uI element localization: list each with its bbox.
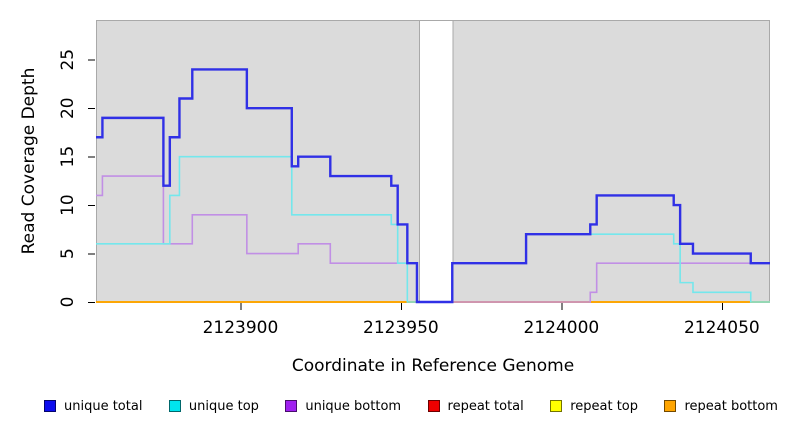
- legend-swatch-repeat-total: [427, 400, 440, 412]
- legend-swatch-repeat-bottom: [664, 400, 677, 412]
- coverage-plot: 2123900 2123950 2124000 2124050 0 5 10 15 20 25 C…: [19, 20, 770, 376]
- legend-item-unique-total: unique total: [44, 399, 142, 414]
- y-tick-label: 15: [58, 146, 78, 168]
- legend-label: unique top: [188, 398, 259, 414]
- y-tick-label: 25: [58, 49, 78, 71]
- panel-region: [452, 20, 770, 303]
- legend-label: unique bottom: [305, 398, 402, 414]
- legend-swatch-repeat-top: [550, 400, 563, 412]
- legend-label: repeat total: [447, 398, 524, 414]
- series-line-unique-total: [96, 68, 770, 304]
- legend-label: repeat bottom: [684, 398, 778, 414]
- x-tick-label: 2123900: [203, 318, 279, 338]
- x-axis-title: Coordinate in Reference Genome: [292, 356, 574, 376]
- series-line-unique-bottom: [96, 175, 770, 303]
- x-tick-label: 2123950: [363, 318, 439, 338]
- y-tick-label: 0: [58, 297, 78, 308]
- legend-swatch-unique-top: [168, 400, 181, 412]
- legend-item-unique-top: unique top: [168, 398, 259, 414]
- legend-swatch-unique-total: [44, 400, 56, 412]
- legend-item-repeat-total: repeat total: [427, 398, 524, 414]
- legend: unique total unique top unique bottom repea…: [44, 395, 778, 417]
- legend-label: repeat top: [570, 398, 638, 414]
- legend-label: unique total: [64, 398, 143, 414]
- y-axis-title: Read Coverage Depth: [19, 68, 39, 255]
- legend-item-repeat-top: repeat top: [550, 399, 638, 414]
- x-tick-label: 2124050: [684, 318, 760, 338]
- x-tick-label: 2124000: [524, 318, 600, 338]
- legend-item-repeat-bottom: repeat bottom: [664, 399, 778, 414]
- y-tick-label: 5: [58, 248, 78, 259]
- panel-region: [96, 20, 421, 303]
- legend-swatch-unique-bottom: [285, 400, 298, 412]
- y-tick-label: 10: [58, 194, 78, 216]
- legend-item-unique-bottom: unique bottom: [285, 399, 401, 414]
- y-tick-label: 20: [58, 97, 78, 119]
